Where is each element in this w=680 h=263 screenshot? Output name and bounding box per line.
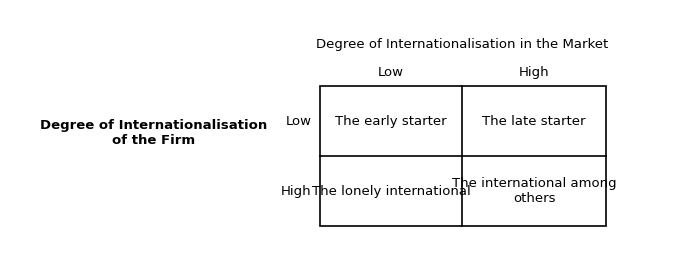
Text: Degree of Internationalisation in the Market: Degree of Internationalisation in the Ma…: [316, 38, 609, 51]
Text: Low: Low: [378, 65, 404, 79]
Text: Degree of Internationalisation
of the Firm: Degree of Internationalisation of the Fi…: [40, 119, 267, 147]
Bar: [320, 86, 606, 226]
Text: The early starter: The early starter: [335, 115, 447, 128]
Text: The lonely international: The lonely international: [311, 185, 471, 198]
Text: Low: Low: [286, 115, 311, 128]
Text: High: High: [519, 65, 549, 79]
Text: High: High: [281, 185, 311, 198]
Text: The late starter: The late starter: [482, 115, 585, 128]
Text: The international among
others: The international among others: [452, 177, 616, 205]
